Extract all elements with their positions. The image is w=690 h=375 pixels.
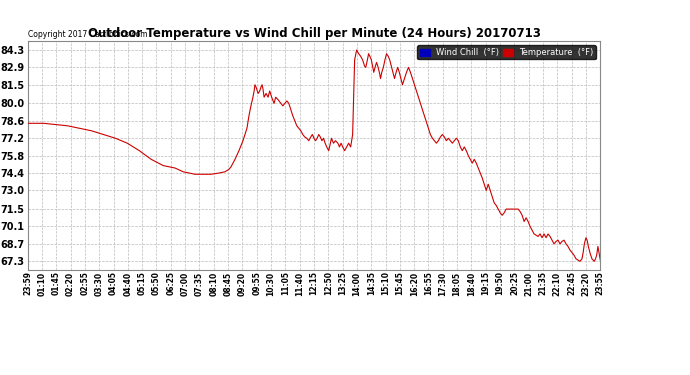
Text: Copyright 2017 Cartronics.com: Copyright 2017 Cartronics.com (28, 30, 147, 39)
Legend: Wind Chill  (°F), Temperature  (°F): Wind Chill (°F), Temperature (°F) (417, 45, 596, 59)
Title: Outdoor Temperature vs Wind Chill per Minute (24 Hours) 20170713: Outdoor Temperature vs Wind Chill per Mi… (88, 27, 540, 40)
